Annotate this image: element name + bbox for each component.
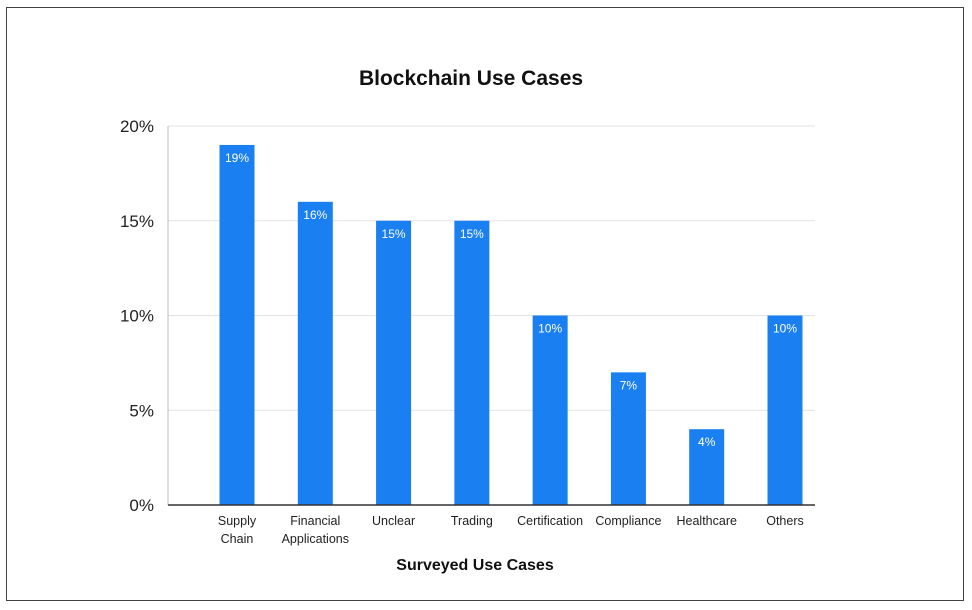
x-axis-label: Surveyed Use Cases	[396, 557, 554, 574]
y-tick-label: 0%	[129, 496, 154, 515]
x-axis-ticks: Supply Chain Financial Applications Unclear T…	[218, 514, 804, 546]
bar-value-label: 19%	[225, 151, 249, 165]
bar-value-label: 10%	[773, 322, 797, 336]
x-tick-label: Healthcare	[676, 514, 736, 528]
bar	[610, 372, 646, 505]
bar	[297, 201, 333, 506]
y-tick-label: 15%	[120, 212, 154, 231]
bar	[454, 220, 490, 505]
bar-value-label: 15%	[460, 227, 484, 241]
x-tick-label: Financial	[290, 514, 340, 528]
x-tick-label: Unclear	[372, 514, 415, 528]
chart-title: Blockchain Use Cases	[359, 67, 583, 90]
y-axis-ticks: 0% 5% 10% 15% 20%	[120, 117, 154, 515]
x-tick-label: Compliance	[595, 514, 661, 528]
x-tick-label: Others	[766, 514, 804, 528]
y-tick-label: 5%	[129, 401, 154, 420]
bars	[219, 144, 803, 506]
x-tick-label: Chain	[221, 532, 254, 546]
bar-value-label: 4%	[698, 435, 716, 449]
x-tick-label: Certification	[517, 514, 583, 528]
bar-value-label: 10%	[538, 322, 562, 336]
bar	[767, 315, 803, 505]
y-tick-label: 10%	[120, 307, 154, 326]
bar	[532, 315, 568, 505]
bar	[219, 144, 255, 505]
bar-value-label: 15%	[382, 227, 406, 241]
bar-value-label: 7%	[620, 378, 638, 392]
x-tick-label: Trading	[451, 514, 493, 528]
bar	[376, 220, 412, 505]
gridlines	[167, 125, 815, 505]
bar	[689, 429, 725, 505]
y-tick-label: 20%	[120, 117, 154, 136]
data-labels: 19% 16% 15% 15% 10% 7% 4% 10%	[225, 151, 797, 449]
x-tick-label: Applications	[282, 532, 349, 546]
bar-value-label: 16%	[303, 208, 327, 222]
x-tick-label: Supply	[218, 514, 257, 528]
